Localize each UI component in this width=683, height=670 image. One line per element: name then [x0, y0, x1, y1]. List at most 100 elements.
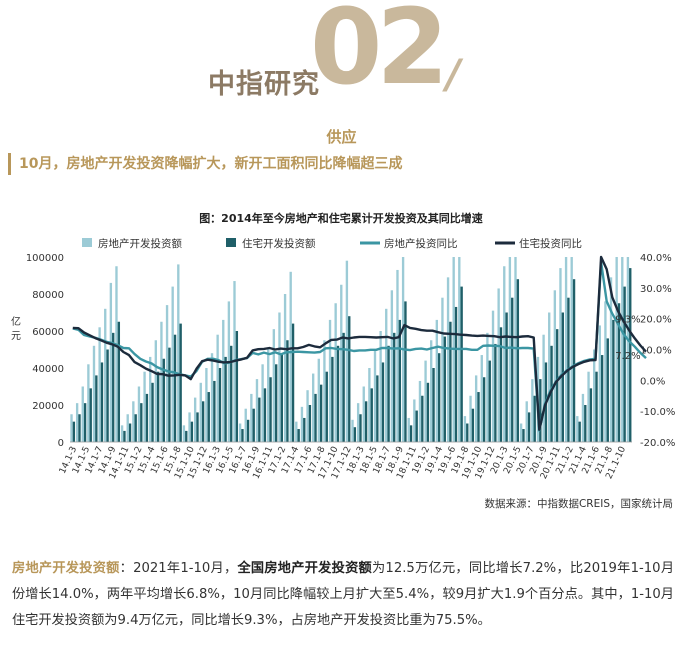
- bar-total-investment: [188, 412, 191, 442]
- bar-total-investment: [205, 368, 208, 442]
- bar-total-investment: [497, 288, 500, 442]
- bar-total-investment: [598, 325, 601, 442]
- bar-residential-investment: [263, 388, 267, 442]
- bar-residential-investment: [550, 345, 553, 442]
- bar-residential-investment: [173, 334, 177, 442]
- y2-tick-label: 40.0%: [640, 253, 672, 264]
- bar-residential-investment: [415, 410, 418, 442]
- bar-total-investment: [323, 340, 326, 442]
- bar-total-investment: [340, 284, 343, 442]
- legend-label: 房地产投资同比: [384, 237, 458, 250]
- y2-tick-label: 30.0%: [640, 284, 672, 295]
- bar-residential-investment: [584, 405, 587, 442]
- bar-total-investment: [92, 345, 96, 442]
- bar-total-investment: [564, 257, 568, 442]
- bar-residential-investment: [331, 356, 334, 442]
- chart-title: 图：2014年至今房地产和住宅累计开发投资及其同比增速: [199, 211, 483, 225]
- bar-residential-investment: [230, 345, 233, 442]
- bar-residential-investment: [600, 355, 604, 442]
- bar-total-investment: [390, 290, 394, 442]
- bar-residential-investment: [466, 423, 469, 442]
- bar-total-investment: [542, 334, 545, 442]
- bar-total-investment: [351, 419, 354, 442]
- bar-residential-investment: [83, 403, 87, 442]
- bar-residential-investment: [381, 362, 385, 442]
- y2-tick-label: 10.0%: [640, 346, 672, 357]
- bar-total-investment: [210, 353, 214, 442]
- bar-total-investment: [435, 319, 438, 442]
- bar-residential-investment: [123, 430, 126, 442]
- bar-total-investment: [407, 417, 410, 442]
- bar-residential-investment: [128, 423, 132, 442]
- bar-residential-investment: [325, 371, 328, 442]
- bar-residential-investment: [370, 388, 373, 442]
- annotation-residential: 9.3%: [615, 314, 640, 325]
- bar-total-investment: [120, 425, 124, 442]
- bar-residential-investment: [499, 327, 503, 442]
- bar-total-investment: [272, 329, 276, 442]
- y-tick-label: 0: [58, 438, 64, 449]
- bar-total-investment: [311, 373, 315, 442]
- bar-residential-investment: [100, 362, 104, 442]
- bar-total-investment: [283, 294, 287, 442]
- bar-residential-investment: [156, 371, 160, 442]
- bar-total-investment: [576, 416, 579, 442]
- bar-residential-investment: [207, 392, 210, 442]
- bar-residential-investment: [297, 429, 300, 442]
- bar-total-investment: [486, 332, 489, 442]
- chart: 图：2014年至今房地产和住宅累计开发投资及其同比增速 房地产开发投资额 住宅开发投…: [0, 205, 683, 515]
- y-tick-label: 100000: [26, 253, 64, 264]
- bar-total-investment: [328, 319, 332, 442]
- bar-total-investment: [587, 371, 590, 442]
- bar-residential-investment: [409, 425, 413, 442]
- summary-paragraph: 房地产开发投资额：2021年1-10月，全国房地产开发投资额为12.5万亿元，同…: [12, 556, 674, 634]
- bar-total-investment: [143, 371, 146, 442]
- bar-residential-investment: [252, 408, 255, 442]
- bar-total-investment: [126, 414, 129, 442]
- bar-total-investment: [581, 393, 585, 442]
- bar-residential-investment: [72, 421, 76, 442]
- y2-tick-label: 20.0%: [640, 315, 672, 326]
- bar-residential-investment: [218, 368, 222, 442]
- bar-total-investment: [87, 364, 90, 442]
- bar-residential-investment: [235, 331, 239, 442]
- bar-residential-investment: [561, 312, 564, 442]
- y-axis-label: 亿: [11, 315, 21, 328]
- bar-total-investment: [609, 277, 613, 442]
- bar-total-investment: [115, 266, 118, 442]
- bar-residential-investment: [364, 401, 368, 442]
- bar-total-investment: [379, 331, 382, 442]
- bar-residential-investment: [280, 353, 283, 442]
- bar-residential-investment: [482, 377, 486, 442]
- brand-logo: 02 中指研究 /: [208, 0, 478, 110]
- y2-tick-label: -20.0%: [640, 438, 675, 449]
- bar-residential-investment: [336, 345, 340, 442]
- bar-residential-investment: [606, 338, 609, 442]
- bar-residential-investment: [426, 382, 430, 442]
- bar-residential-investment: [151, 382, 154, 442]
- bar-total-investment: [75, 403, 79, 442]
- bar-total-investment: [149, 356, 152, 442]
- y2-tick-label: -10.0%: [640, 407, 675, 418]
- bar-total-investment: [317, 358, 320, 442]
- bar-total-investment: [396, 269, 399, 442]
- y-axis-label: 元: [11, 331, 21, 342]
- bar-residential-investment: [314, 393, 317, 442]
- bar-residential-investment: [308, 405, 312, 442]
- bar-residential-investment: [196, 412, 199, 442]
- bar-total-investment: [446, 277, 450, 442]
- bar-total-investment: [199, 382, 202, 442]
- bar-total-investment: [441, 297, 444, 442]
- bar-total-investment: [222, 319, 225, 442]
- bar-residential-investment: [241, 429, 244, 442]
- bar-residential-investment: [432, 368, 435, 442]
- bar-total-investment: [171, 286, 174, 442]
- bar-residential-investment: [511, 297, 514, 442]
- bar-residential-investment: [179, 323, 182, 442]
- bar-total-investment: [519, 423, 523, 442]
- brand-number: 02: [310, 0, 449, 108]
- bar-residential-investment: [112, 332, 115, 442]
- bar-residential-investment: [134, 414, 137, 442]
- y-tick-label: 20000: [32, 401, 64, 412]
